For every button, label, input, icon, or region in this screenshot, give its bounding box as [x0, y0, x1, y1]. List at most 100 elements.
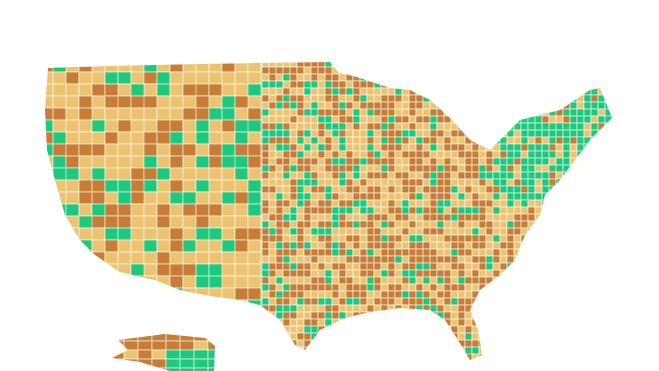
county [506, 290, 515, 299]
county [583, 353, 592, 360]
county [479, 361, 486, 368]
county [422, 297, 431, 306]
county [52, 251, 67, 265]
county [324, 73, 333, 82]
county [527, 80, 536, 89]
county [366, 339, 375, 348]
county [415, 115, 424, 124]
county [234, 239, 249, 253]
county [576, 115, 585, 124]
county [394, 206, 403, 215]
county [310, 234, 319, 243]
county [520, 94, 529, 103]
county [317, 276, 326, 285]
county [485, 129, 494, 138]
county [450, 199, 459, 208]
county [457, 62, 466, 68]
county [359, 73, 368, 82]
county [366, 150, 375, 159]
county [597, 164, 606, 173]
county [310, 171, 319, 180]
county [478, 241, 487, 250]
county [208, 299, 236, 313]
county [303, 353, 312, 360]
county [65, 323, 80, 337]
county [555, 80, 564, 89]
county [380, 297, 389, 306]
county [590, 206, 599, 215]
county [338, 199, 347, 208]
county [352, 150, 361, 159]
county [373, 346, 382, 355]
county [338, 178, 347, 187]
county [261, 94, 270, 103]
county [408, 101, 417, 110]
county [65, 62, 80, 73]
county [422, 325, 431, 334]
county [338, 164, 347, 173]
county [513, 129, 522, 138]
county [457, 290, 466, 299]
county [457, 297, 466, 306]
county [303, 122, 312, 131]
county [193, 334, 209, 342]
county [534, 62, 543, 68]
county [296, 122, 305, 131]
county [408, 94, 417, 103]
county [317, 192, 326, 201]
county [394, 122, 403, 131]
county [275, 241, 284, 250]
county [303, 115, 312, 124]
county [143, 203, 158, 217]
county [193, 367, 209, 371]
county [296, 332, 305, 341]
county [422, 143, 431, 152]
county [234, 251, 249, 265]
county [443, 325, 452, 334]
county [604, 171, 612, 180]
county [352, 311, 361, 320]
county [247, 131, 262, 145]
county [506, 227, 515, 236]
county [91, 107, 106, 121]
county [590, 122, 599, 131]
county [429, 227, 438, 236]
county [91, 347, 106, 360]
county [443, 339, 452, 348]
county [331, 115, 340, 124]
county [282, 241, 291, 250]
county [583, 108, 592, 117]
county [324, 192, 333, 201]
county [282, 311, 291, 320]
county [296, 87, 305, 96]
county [317, 62, 326, 68]
county [485, 66, 494, 75]
county [611, 178, 612, 187]
county [303, 339, 312, 348]
county [562, 115, 571, 124]
county [303, 346, 312, 355]
county [506, 129, 515, 138]
county [583, 199, 592, 208]
county [247, 107, 262, 121]
county [345, 220, 354, 229]
county [506, 276, 515, 285]
county [604, 62, 612, 68]
county [590, 297, 599, 306]
county [387, 318, 396, 327]
county [492, 143, 501, 152]
county [485, 353, 494, 360]
county [478, 192, 487, 201]
county [611, 220, 612, 229]
county [528, 361, 535, 368]
county [359, 339, 368, 348]
county [562, 122, 571, 131]
county [91, 275, 106, 289]
county [394, 304, 403, 313]
county [45, 227, 54, 241]
county [394, 199, 403, 208]
county [401, 101, 410, 110]
county [261, 80, 270, 89]
county [282, 297, 291, 306]
county [269, 361, 276, 368]
